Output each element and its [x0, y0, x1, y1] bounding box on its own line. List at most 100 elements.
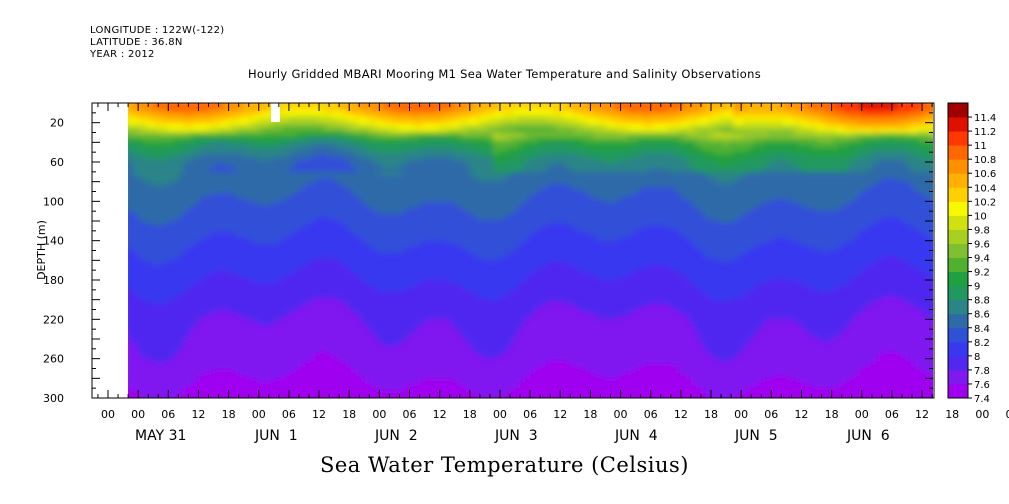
colorbar-label: 8.2	[974, 338, 990, 349]
colorbar-label: 10.4	[974, 183, 996, 194]
colorbar-swatch	[948, 285, 968, 301]
colorbar-label: 9	[974, 282, 980, 293]
colorbar-swatch	[948, 369, 968, 385]
colorbar: 7.4 7.6 7.8 8 8.2 8.4 8.6 8.8 9 9.2 9.4 9.6 9.8 10 10.…	[947, 102, 996, 405]
x-hour-label: 06	[161, 408, 175, 421]
x-hour-label: 18	[825, 408, 839, 421]
y-tick-label: 180	[43, 274, 64, 287]
colorbar-swatch	[948, 313, 968, 329]
colorbar-label: 10.6	[974, 169, 996, 180]
x-day-label: MAY 31	[135, 428, 186, 444]
y-tick-label: 140	[43, 235, 64, 248]
colorbar-label: 10.2	[974, 197, 996, 208]
colorbar-swatch	[948, 355, 968, 371]
x-hour-label: 00	[252, 408, 266, 421]
colorbar-swatch	[948, 327, 968, 343]
colorbar-swatch	[948, 187, 968, 202]
x-hour-label: 06	[644, 408, 658, 421]
x-day-label: JUN 1	[254, 428, 298, 444]
x-hour-label: 12	[312, 408, 326, 421]
x-hour-label: 12	[794, 408, 808, 421]
colorbar-swatch	[948, 257, 968, 273]
colorbar-label: 9.8	[974, 225, 990, 236]
x-day-label: JUN 6	[846, 428, 890, 444]
chart-title: Hourly Gridded MBARI Mooring M1 Sea Wate…	[247, 67, 762, 81]
colorbar-swatch	[948, 341, 968, 357]
longitude-label: LONGITUDE : 122W(-122)	[90, 25, 225, 36]
colorbar-label: 9.2	[974, 268, 990, 279]
y-tick-label: 260	[43, 353, 64, 366]
colorbar-swatch	[948, 159, 968, 174]
colorbar-swatch	[948, 383, 968, 399]
x-hour-label: 00	[734, 408, 748, 421]
colorbar-swatch	[948, 229, 968, 244]
x-hour-label: 06	[764, 408, 778, 421]
colorbar-swatch	[948, 271, 968, 287]
colorbar-label: 10.8	[974, 155, 996, 166]
x-day-labels: MAY 31 JUN 1 JUN 2 JUN 3 JUN 4 JUN 5 JUN 6	[135, 428, 890, 444]
y-axis-label: DEPTH (m)	[35, 220, 48, 280]
x-hour-label: 06	[403, 408, 417, 421]
colorbar-label: 8.6	[974, 310, 990, 321]
x-hour-label: 12	[674, 408, 688, 421]
x-hour-label: 00	[975, 408, 989, 421]
x-hour-label: 06	[885, 408, 899, 421]
x-hour-label: 06	[523, 408, 537, 421]
data-gap	[271, 103, 280, 122]
x-day-label: JUN 2	[374, 428, 418, 444]
year-label: YEAR : 2012	[90, 49, 155, 60]
x-hour-label: 00	[493, 408, 507, 421]
colorbar-label: 8	[974, 352, 980, 363]
x-hour-label: 00	[101, 408, 115, 421]
x-hour-labels: 00 00 06 12 18 00 06 12 18 00 06 12 18 00 06 12 18 00 06 12…	[101, 408, 1009, 421]
colorbar-label: 10	[974, 211, 987, 222]
y-tick-label: 300	[43, 392, 64, 405]
x-hour-label: 18	[945, 408, 959, 421]
x-day-label: JUN 3	[494, 428, 538, 444]
latitude-label: LATITUDE : 36.8N	[90, 37, 183, 48]
colorbar-swatch	[948, 215, 968, 230]
y-tick-label: 20	[50, 117, 64, 130]
colorbar-label: 8.8	[974, 296, 990, 307]
y-tick-label: 220	[43, 313, 64, 326]
x-day-label: JUN 4	[614, 428, 658, 444]
colorbar-label: 7.8	[974, 366, 990, 377]
x-hour-label: 12	[915, 408, 929, 421]
colorbar-label: 7.4	[974, 394, 990, 405]
temperature-depth-chart: 20 60 100 140 180 220 260 300 DEPTH (m) 00 00 06 1…	[35, 102, 1009, 444]
x-hour-label: 00	[131, 408, 145, 421]
footer-title: Sea Water Temperature (Celsius)	[319, 453, 689, 477]
x-day-label: JUN 5	[734, 428, 778, 444]
axis-ticks	[92, 102, 933, 399]
x-hour-label: 12	[191, 408, 205, 421]
colorbar-frame	[947, 102, 969, 399]
heatmap-field	[128, 103, 933, 398]
colorbar-swatch	[948, 103, 968, 118]
colorbar-swatch	[948, 243, 968, 259]
x-hour-label: 06	[1006, 408, 1009, 421]
colorbar-label: 9.4	[974, 254, 990, 265]
colorbar-label: 11.4	[974, 113, 996, 124]
x-hour-label: 12	[553, 408, 567, 421]
colorbar-swatch	[948, 145, 968, 160]
colorbar-label: 11.2	[974, 127, 996, 138]
x-hour-label: 18	[342, 408, 356, 421]
x-hour-label: 00	[855, 408, 869, 421]
x-hour-label: 18	[222, 408, 236, 421]
x-hour-label: 18	[583, 408, 597, 421]
x-hour-label: 00	[372, 408, 386, 421]
x-hour-label: 18	[704, 408, 718, 421]
colorbar-label: 7.6	[974, 380, 990, 391]
colorbar-swatch	[948, 173, 968, 188]
y-tick-label: 60	[50, 156, 64, 169]
colorbar-label: 9.6	[974, 239, 990, 250]
colorbar-swatch	[948, 299, 968, 315]
colorbar-label: 11	[974, 141, 987, 152]
x-hour-label: 18	[463, 408, 477, 421]
y-tick-label: 100	[43, 195, 64, 208]
y-tick-labels: 20 60 100 140 180 220 260 300	[43, 117, 64, 405]
colorbar-swatch	[948, 117, 968, 132]
x-hour-label: 12	[433, 408, 447, 421]
x-hour-label: 00	[614, 408, 628, 421]
colorbar-swatch	[948, 201, 968, 216]
